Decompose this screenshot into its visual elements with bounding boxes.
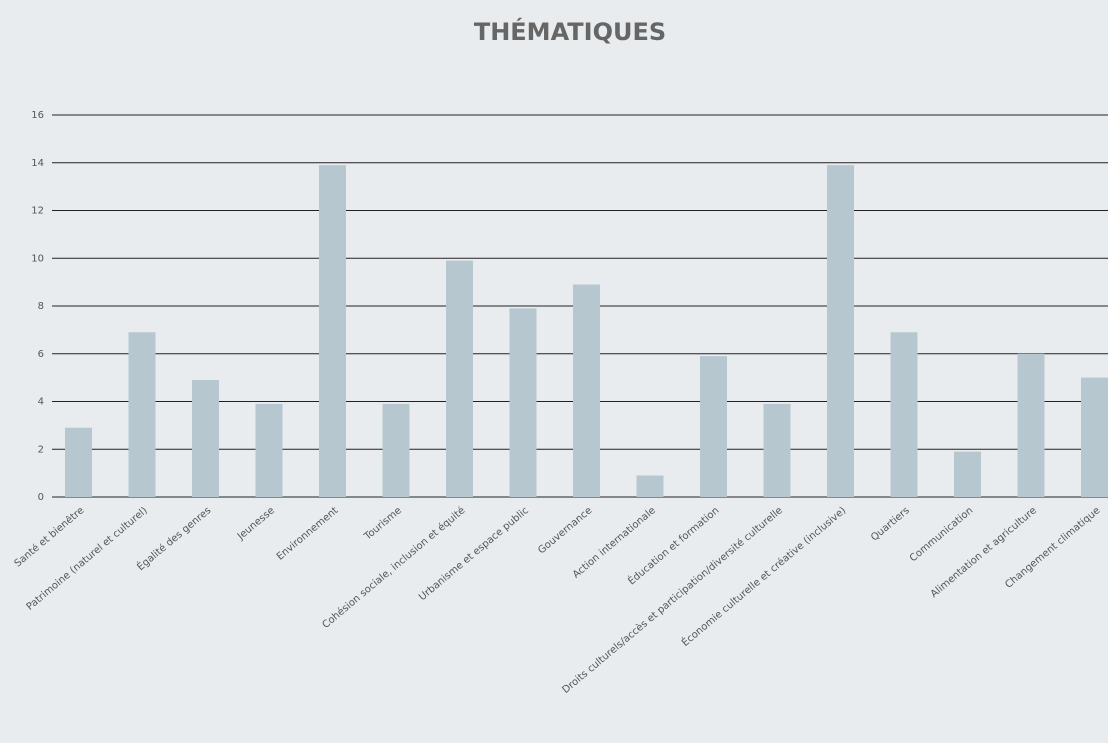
y-tick-label: 16 (31, 110, 44, 121)
bar (700, 356, 727, 497)
bar (382, 403, 410, 497)
y-tick-label: 8 (38, 301, 44, 312)
bar (192, 380, 219, 497)
y-tick-label: 2 (38, 444, 44, 455)
chart-title: THÉMATIQUES (474, 17, 666, 46)
bar (827, 165, 854, 497)
bar (509, 308, 537, 497)
bar (1081, 377, 1108, 497)
y-tick-label: 14 (31, 158, 44, 169)
bar (636, 475, 664, 497)
bar (446, 260, 473, 497)
y-tick-label: 0 (38, 492, 44, 503)
y-tick-label: 10 (31, 253, 44, 264)
bar (763, 403, 791, 497)
y-tick-label: 12 (31, 206, 44, 217)
y-tick-label: 4 (38, 397, 44, 408)
bar (573, 284, 600, 497)
bar (1017, 353, 1045, 497)
bar (319, 165, 346, 497)
bar (890, 332, 918, 497)
bar (954, 451, 981, 497)
y-tick-label: 6 (38, 349, 44, 360)
bar (65, 427, 92, 497)
bar (128, 332, 156, 497)
bar (255, 403, 283, 497)
